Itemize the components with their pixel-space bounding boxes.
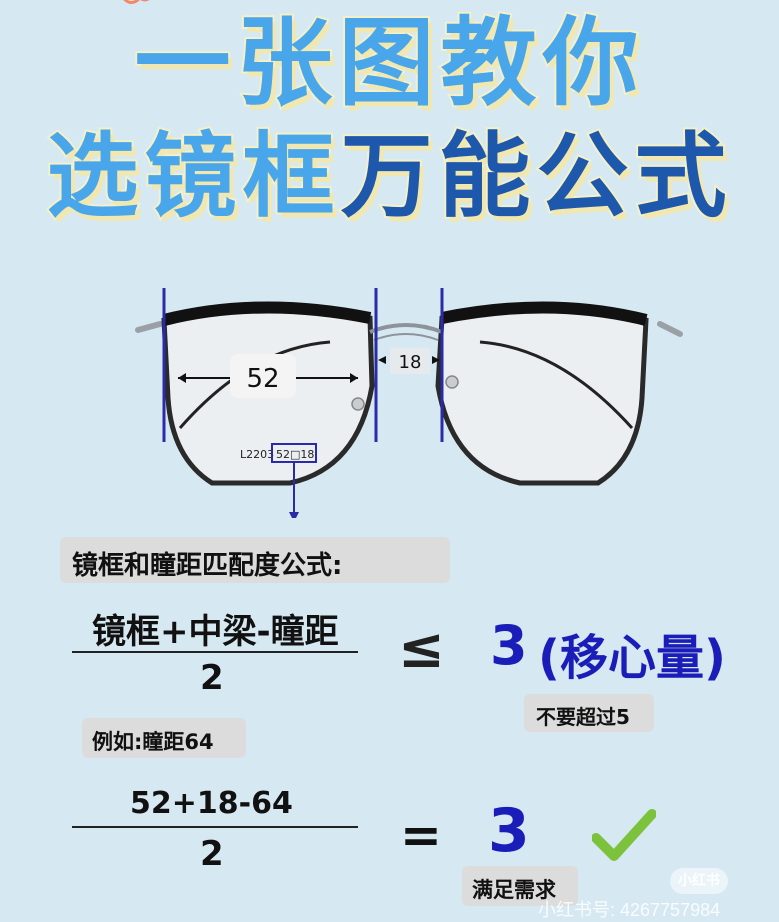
hand-emoji-icon — [123, 0, 150, 4]
example-fraction-line — [72, 826, 358, 828]
lens-width-box — [230, 354, 296, 398]
formula-result-text: (移心量) — [538, 630, 726, 686]
formula-fraction-line — [72, 651, 358, 653]
title-line-2: 选镜框万能公式 — [44, 121, 733, 232]
model-label: L2203 — [240, 448, 274, 461]
size-marking-label: 52□18 — [276, 448, 314, 461]
xiaohongshu-logo: 小红书 — [670, 868, 728, 894]
example-denominator: 2 — [200, 834, 224, 874]
checkmark-icon — [592, 809, 656, 861]
formula-heading-box: 镜框和瞳距匹配度公式: — [60, 537, 450, 583]
lens-width-label: 52 — [246, 364, 279, 394]
verdict-badge: 满足需求 — [462, 866, 578, 906]
formula-heading: 镜框和瞳距匹配度公式: — [72, 551, 343, 581]
equals-sign: = — [400, 806, 442, 864]
eyeglasses-diagram: 52 18 L2203 52□18 — [135, 288, 683, 518]
example-numerator: 52+18-64 — [130, 786, 293, 821]
bridge-width-box — [390, 348, 430, 374]
less-equal-sign: ≤ — [398, 616, 445, 681]
bridge-width-label: 18 — [399, 352, 422, 373]
example-result-value: 3 — [488, 796, 530, 866]
formula-numerator: 镜框+中梁-瞳距 — [92, 612, 339, 652]
limit-note-badge: 不要超过5 — [524, 694, 654, 732]
watermark-text: 小红书号: 4267757984 — [538, 900, 721, 920]
title-line-1: 一张图教你 — [133, 6, 645, 120]
formula-result-value: 3 — [490, 614, 528, 677]
example-label-badge: 例如:瞳距64 — [82, 718, 246, 758]
formula-denominator: 2 — [200, 658, 224, 698]
right-lens — [435, 304, 649, 486]
